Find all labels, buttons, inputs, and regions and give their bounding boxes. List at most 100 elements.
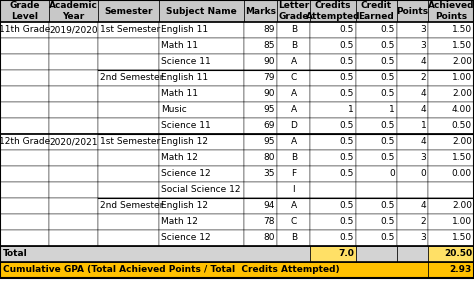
Bar bbox=[244, 150, 277, 166]
Bar bbox=[98, 230, 159, 246]
Text: 3: 3 bbox=[420, 42, 426, 50]
Bar bbox=[0, 134, 49, 150]
Bar bbox=[49, 166, 98, 182]
Bar bbox=[397, 54, 428, 70]
Bar bbox=[356, 198, 397, 214]
Bar bbox=[49, 134, 98, 150]
Bar bbox=[310, 118, 356, 134]
Text: Science 11: Science 11 bbox=[161, 122, 211, 130]
Text: 78: 78 bbox=[264, 217, 275, 226]
Bar bbox=[244, 134, 277, 150]
Bar bbox=[397, 214, 428, 230]
Text: 35: 35 bbox=[264, 169, 275, 178]
Bar bbox=[0, 0, 49, 22]
Bar bbox=[277, 86, 310, 102]
Text: 20.50: 20.50 bbox=[444, 250, 472, 258]
Text: 90: 90 bbox=[264, 57, 275, 67]
Bar bbox=[310, 86, 356, 102]
Text: Science 12: Science 12 bbox=[161, 169, 210, 178]
Bar bbox=[428, 70, 474, 86]
Text: 80: 80 bbox=[264, 234, 275, 243]
Bar bbox=[428, 0, 474, 22]
Bar bbox=[277, 38, 310, 54]
Bar bbox=[277, 118, 310, 134]
Bar bbox=[49, 102, 98, 118]
Bar bbox=[159, 230, 244, 246]
Bar bbox=[0, 262, 428, 278]
Text: 0.5: 0.5 bbox=[339, 154, 354, 163]
Bar bbox=[0, 22, 49, 38]
Bar bbox=[277, 166, 310, 182]
Text: C: C bbox=[291, 74, 297, 83]
Text: 0.5: 0.5 bbox=[339, 25, 354, 35]
Text: 0.5: 0.5 bbox=[381, 234, 395, 243]
Bar bbox=[159, 102, 244, 118]
Text: 2019/2020: 2019/2020 bbox=[49, 25, 98, 35]
Text: 69: 69 bbox=[264, 122, 275, 130]
Text: 95: 95 bbox=[264, 105, 275, 115]
Bar bbox=[49, 198, 98, 214]
Text: 0.5: 0.5 bbox=[339, 74, 354, 83]
Bar bbox=[356, 118, 397, 134]
Bar bbox=[98, 54, 159, 70]
Bar bbox=[244, 166, 277, 182]
Bar bbox=[159, 198, 244, 214]
Text: Letter
Grade: Letter Grade bbox=[278, 1, 310, 21]
Bar bbox=[428, 198, 474, 214]
Bar bbox=[159, 150, 244, 166]
Text: 2.00: 2.00 bbox=[452, 89, 472, 98]
Text: Math 11: Math 11 bbox=[161, 89, 198, 98]
Bar bbox=[98, 22, 159, 38]
Bar bbox=[397, 166, 428, 182]
Bar bbox=[0, 230, 49, 246]
Text: Credit
Earned: Credit Earned bbox=[358, 1, 394, 21]
Text: B: B bbox=[291, 42, 297, 50]
Text: 0.5: 0.5 bbox=[381, 137, 395, 146]
Text: English 11: English 11 bbox=[161, 25, 208, 35]
Bar bbox=[277, 134, 310, 150]
Bar bbox=[98, 150, 159, 166]
Bar bbox=[397, 134, 428, 150]
Bar bbox=[310, 150, 356, 166]
Bar bbox=[310, 0, 356, 22]
Bar bbox=[159, 134, 244, 150]
Bar bbox=[277, 54, 310, 70]
Bar bbox=[310, 134, 356, 150]
Text: Subject Name: Subject Name bbox=[166, 6, 237, 16]
Text: 80: 80 bbox=[264, 154, 275, 163]
Text: A: A bbox=[291, 89, 297, 98]
Bar bbox=[244, 0, 277, 22]
Bar bbox=[0, 54, 49, 70]
Text: 1: 1 bbox=[389, 105, 395, 115]
Text: D: D bbox=[290, 122, 297, 130]
Text: Cumulative GPA (Total Achieved Points / Total  Credits Attempted): Cumulative GPA (Total Achieved Points / … bbox=[3, 265, 340, 275]
Bar bbox=[356, 22, 397, 38]
Bar bbox=[0, 182, 49, 198]
Text: 0: 0 bbox=[389, 169, 395, 178]
Text: 1st Semester: 1st Semester bbox=[100, 137, 160, 146]
Text: Points: Points bbox=[397, 6, 428, 16]
Bar bbox=[356, 70, 397, 86]
Bar bbox=[397, 38, 428, 54]
Bar bbox=[244, 214, 277, 230]
Bar bbox=[159, 70, 244, 86]
Text: 0.5: 0.5 bbox=[339, 122, 354, 130]
Bar bbox=[397, 246, 428, 262]
Text: I: I bbox=[292, 185, 295, 195]
Bar bbox=[0, 38, 49, 54]
Text: 1.00: 1.00 bbox=[452, 217, 472, 226]
Bar bbox=[428, 38, 474, 54]
Text: 0.5: 0.5 bbox=[381, 217, 395, 226]
Bar bbox=[244, 198, 277, 214]
Bar bbox=[244, 118, 277, 134]
Text: 4: 4 bbox=[421, 89, 426, 98]
Text: B: B bbox=[291, 154, 297, 163]
Bar bbox=[428, 134, 474, 150]
Bar bbox=[98, 0, 159, 22]
Text: 95: 95 bbox=[264, 137, 275, 146]
Bar bbox=[49, 230, 98, 246]
Bar bbox=[244, 54, 277, 70]
Text: 3: 3 bbox=[420, 25, 426, 35]
Text: 4: 4 bbox=[421, 137, 426, 146]
Text: 4.00: 4.00 bbox=[452, 105, 472, 115]
